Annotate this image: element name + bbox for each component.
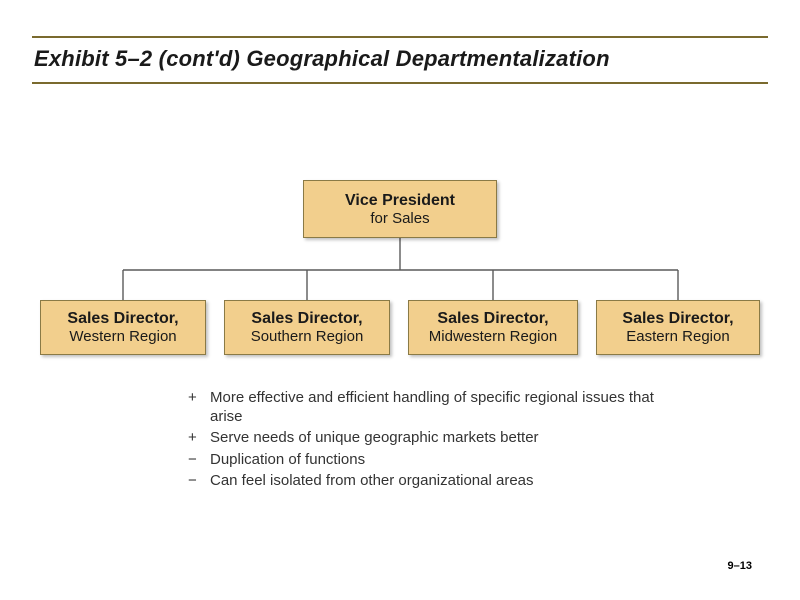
org-node-d4: Sales Director,Eastern Region [596,300,760,355]
org-node-title: Sales Director, [622,310,733,328]
org-node-d2: Sales Director,Southern Region [224,300,390,355]
org-node-title: Sales Director, [67,310,178,328]
bullet-text: Serve needs of unique geographic markets… [210,428,658,447]
bullet-symbol: + [186,428,210,447]
bullet-symbol: − [186,450,210,469]
org-chart: Vice Presidentfor SalesSales Director,We… [40,180,760,390]
exhibit-title: Exhibit 5–2 (cont'd) Geographical Depart… [32,38,768,82]
org-node-d1: Sales Director,Western Region [40,300,206,355]
page-number: 9–13 [728,560,752,572]
bullet-text: Can feel isolated from other organizatio… [210,471,658,490]
org-node-subtitle: Eastern Region [626,328,729,345]
bullet-symbol: + [186,388,210,407]
bullet-text: More effective and efficient handling of… [210,388,658,426]
bullet-row: −Duplication of functions [186,450,658,469]
bullet-row: −Can feel isolated from other organizati… [186,471,658,490]
bullet-symbol: − [186,471,210,490]
org-node-subtitle: for Sales [370,210,429,227]
title-block: Exhibit 5–2 (cont'd) Geographical Depart… [32,36,768,84]
bullet-row: +Serve needs of unique geographic market… [186,428,658,447]
org-node-title: Sales Director, [437,310,548,328]
pros-cons-list: +More effective and efficient handling o… [186,388,658,492]
bullet-text: Duplication of functions [210,450,658,469]
title-rule-bottom [32,82,768,84]
org-node-subtitle: Western Region [69,328,176,345]
org-node-subtitle: Southern Region [251,328,364,345]
bullet-row: +More effective and efficient handling o… [186,388,658,426]
org-node-title: Vice President [345,192,455,210]
org-node-vp: Vice Presidentfor Sales [303,180,497,238]
org-node-d3: Sales Director,Midwestern Region [408,300,578,355]
org-node-subtitle: Midwestern Region [429,328,557,345]
org-node-title: Sales Director, [251,310,362,328]
